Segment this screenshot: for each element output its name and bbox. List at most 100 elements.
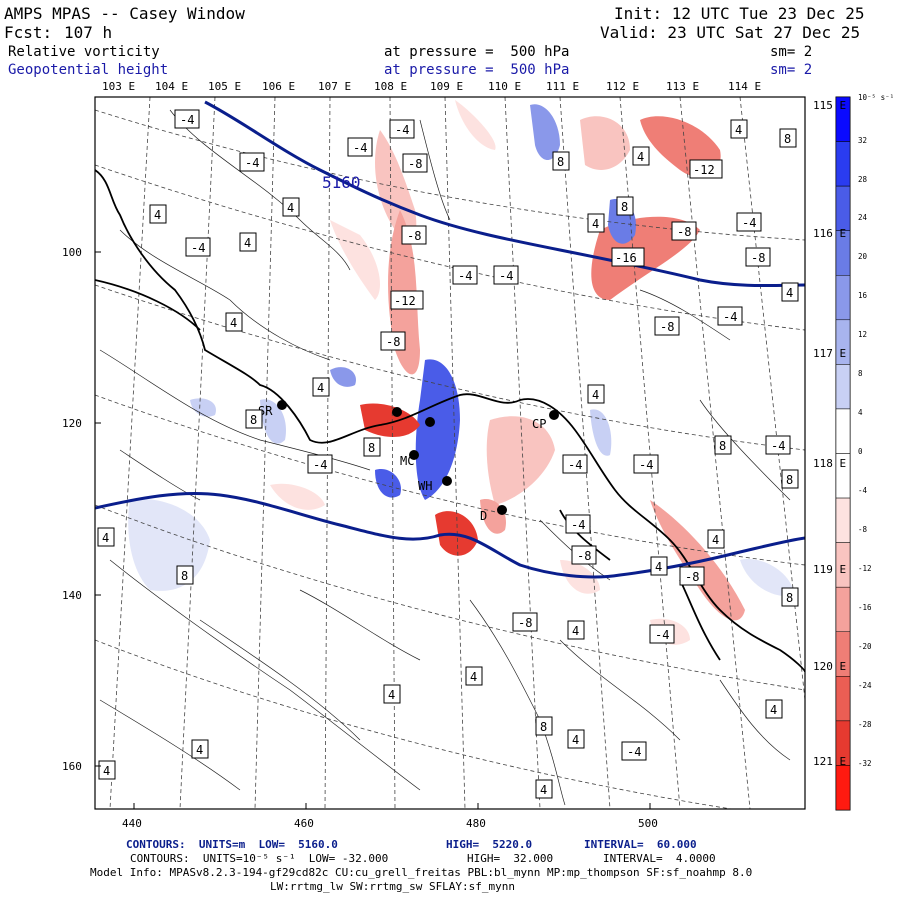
- positive-vorticity-core: [375, 469, 401, 498]
- contour-label-box: 4: [465, 666, 483, 686]
- svg-text:4: 4: [592, 217, 599, 231]
- model-physics: LW:rrtmg_lw SW:rrtmg_sw SFLAY:sf_mynn: [270, 880, 516, 893]
- station-marker: [549, 410, 559, 420]
- vorticity-contours: [99, 109, 791, 806]
- height-contour-info: CONTOURS: UNITS=m LOW= 5160.0: [126, 838, 338, 851]
- contour-label-box: -4: [621, 741, 647, 761]
- negative-vorticity-band: [330, 220, 380, 300]
- svg-text:-4: -4: [191, 241, 205, 255]
- contour-label-box: -4: [493, 265, 519, 285]
- contour-label-box: -4: [174, 109, 200, 129]
- contour-label-box: -4: [347, 137, 373, 157]
- y-tick-label: 140: [62, 589, 82, 602]
- contour-label-box: -4: [307, 454, 333, 474]
- lon-label-right: 121 E: [813, 755, 847, 768]
- colorbar-tick-label: -16: [858, 603, 872, 612]
- model-info: Model Info: MPASv8.2.3-194-gf29cd82c CU:…: [90, 866, 753, 879]
- contour-label-box: -8: [380, 331, 406, 351]
- height-contour-label: 5160: [322, 173, 361, 192]
- contour-label-box: 4: [225, 312, 243, 332]
- lon-label-right: 118 E: [813, 457, 847, 470]
- lon-label-top: 114 E: [728, 80, 762, 93]
- colorbar-swatch: [835, 141, 851, 187]
- height-contour-interval: INTERVAL= 60.000: [584, 838, 697, 851]
- contour-label-box: -4: [562, 454, 588, 474]
- station-label: CP: [532, 417, 546, 431]
- contour-label-box: -4: [565, 514, 591, 534]
- field2-name: Geopotential height: [8, 62, 169, 78]
- forecast-hour: 107 h: [64, 23, 113, 42]
- svg-text:4: 4: [712, 533, 719, 547]
- svg-text:-4: -4: [180, 113, 194, 127]
- lon-label-top: 105 E: [208, 80, 242, 93]
- contour-label-box: 4: [567, 620, 585, 640]
- colorbar-tick-label: -32: [858, 759, 872, 768]
- svg-text:4: 4: [786, 286, 793, 300]
- vorticity-contour-interval: INTERVAL= 4.0000: [603, 852, 716, 865]
- svg-text:4: 4: [540, 783, 547, 797]
- height-contour-5220: [95, 492, 805, 579]
- positive-vorticity-band: [590, 409, 612, 456]
- svg-text:-12: -12: [693, 163, 715, 177]
- contour-label-box: 8: [714, 435, 732, 455]
- colorbar-tick-label: 8: [858, 369, 863, 378]
- lon-label-top: 104 E: [155, 80, 189, 93]
- contour-label-box: -8: [654, 316, 680, 336]
- svg-text:-4: -4: [723, 310, 737, 324]
- colorbar-tick-label: -8: [858, 525, 868, 534]
- lon-label-right: 119 E: [813, 563, 847, 576]
- contour-label-box: 4: [587, 384, 605, 404]
- colorbar-tick-label: -4: [858, 486, 868, 495]
- svg-text:-4: -4: [499, 269, 513, 283]
- x-tick-label: 500: [638, 817, 658, 830]
- colorbar-tick-label: 28: [858, 175, 868, 184]
- colorbar-swatch: [835, 364, 851, 410]
- svg-text:4: 4: [770, 703, 777, 717]
- colorbar-tick-label: -20: [858, 642, 872, 651]
- svg-text:4: 4: [637, 150, 644, 164]
- svg-text:4: 4: [287, 201, 294, 215]
- contour-label-box: 8: [245, 409, 263, 429]
- contour-label-box: 4: [535, 779, 553, 799]
- svg-text:4: 4: [470, 670, 477, 684]
- positive-vorticity-band: [740, 559, 795, 597]
- svg-text:-8: -8: [685, 570, 699, 584]
- negative-vorticity-band: [580, 116, 630, 170]
- contour-label-box: 4: [650, 556, 668, 576]
- contour-label-box: -16: [611, 247, 645, 267]
- contour-label-box: -12: [689, 159, 723, 179]
- svg-text:4: 4: [102, 531, 109, 545]
- svg-text:-4: -4: [458, 269, 472, 283]
- station-marker: [409, 450, 419, 460]
- svg-text:8: 8: [368, 441, 375, 455]
- svg-text:8: 8: [719, 439, 726, 453]
- lon-label-top: 108 E: [374, 80, 408, 93]
- negative-vorticity-band: [455, 100, 496, 150]
- contour-label-box: -8: [671, 221, 697, 241]
- height-contour-5160: [204, 100, 805, 288]
- lon-label-right: 116 E: [813, 227, 847, 240]
- svg-text:4: 4: [317, 381, 324, 395]
- svg-text:-8: -8: [751, 251, 765, 265]
- lon-label-right: 115 E: [813, 99, 847, 112]
- svg-text:-4: -4: [639, 458, 653, 472]
- field2-level: at pressure = 500 hPa: [384, 62, 570, 78]
- svg-text:8: 8: [250, 413, 257, 427]
- init-time: Init: 12 UTC Tue 23 Dec 25: [614, 4, 865, 23]
- contour-label-box: 4: [567, 729, 585, 749]
- colorbar-tick-label: 24: [858, 213, 868, 222]
- height-contour-high: HIGH= 5220.0: [446, 838, 533, 851]
- y-tick-label: 100: [62, 246, 82, 259]
- contour-label-box: -8: [745, 247, 771, 267]
- colorbar-tick-label: -12: [858, 564, 872, 573]
- positive-vorticity-band: [190, 398, 216, 417]
- svg-text:-8: -8: [660, 320, 674, 334]
- contour-label-box: -8: [402, 153, 428, 173]
- contour-label-box: -4: [389, 119, 415, 139]
- svg-text:4: 4: [572, 624, 579, 638]
- colorbar-unit: 10⁻⁵ s⁻¹: [858, 93, 895, 102]
- contour-label-box: -4: [717, 306, 743, 326]
- negative-vorticity-band: [650, 500, 745, 621]
- station-label: WH: [418, 479, 432, 493]
